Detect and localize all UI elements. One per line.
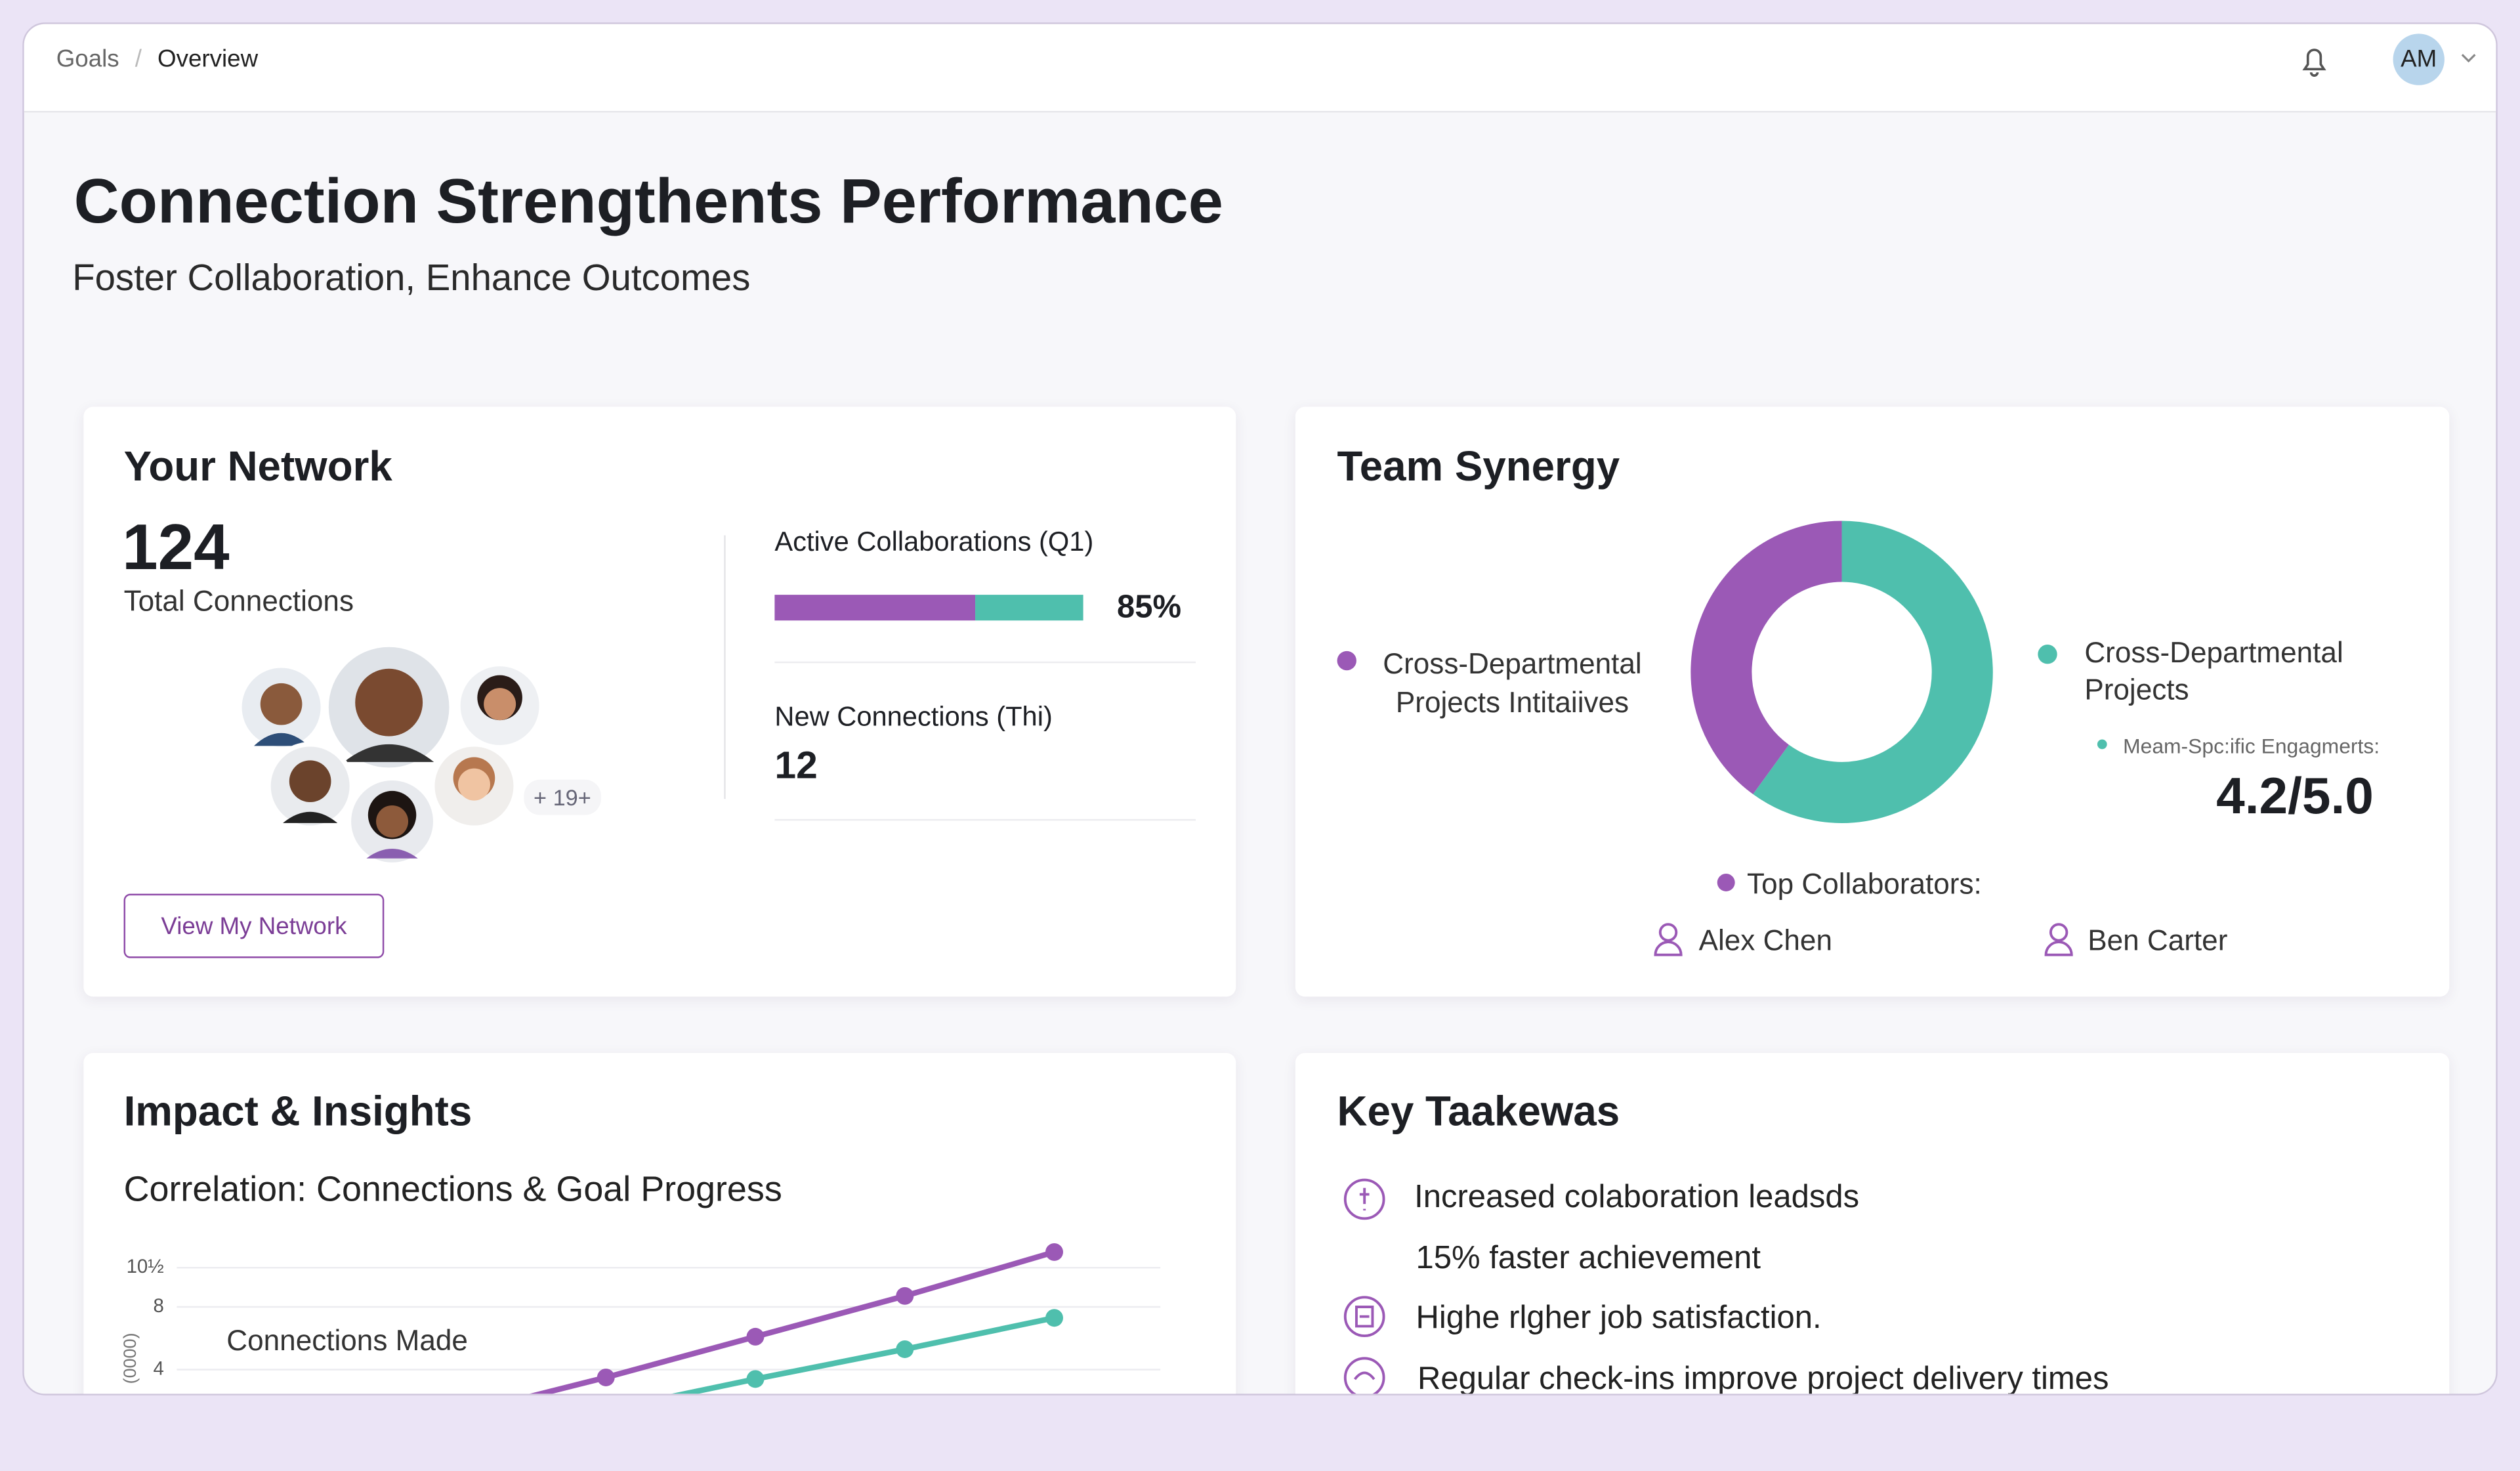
metric-label: Active Collaborations (Q1) <box>774 526 1094 557</box>
rating-label: Meam-Spc:ific Engagmerts: <box>2123 733 2380 758</box>
donut-segment <box>1690 521 1843 794</box>
more-avatars: + 19+ <box>524 779 601 815</box>
data-point <box>597 1401 615 1419</box>
card-title: Your Network <box>123 442 392 490</box>
avatar-group <box>237 642 544 868</box>
page-title: Connection Strengthents Performance <box>74 167 1223 238</box>
donut-segment <box>1753 521 1993 823</box>
user-initials: AM <box>2401 45 2437 74</box>
takeaway-icon <box>1343 1178 1385 1394</box>
legend-marker <box>1337 650 1356 671</box>
view-network-button[interactable]: View My Network <box>123 893 385 958</box>
person-icon <box>1654 923 2073 956</box>
collaborator-name: Alex Chen <box>1698 924 1832 957</box>
legend-label: Cross-Departmental Projects Intitaiives <box>1383 647 1642 719</box>
top-bar <box>24 24 2496 113</box>
user-avatar[interactable] <box>2393 33 2445 85</box>
top-collaborators-label: Top Collaborators: <box>1747 868 1982 901</box>
takeaway-text: Regular check-ins improve project delive… <box>1418 1361 2109 1397</box>
legend-marker <box>2038 645 2057 664</box>
collaborator-name: Ben Carter <box>2088 924 2228 957</box>
takeaway-text: Increased colaboration leadsds <box>1414 1180 1860 1216</box>
chart-title: Correlation: Connections & Goal Progress <box>123 1168 782 1209</box>
takeaway-text: Highe rlgher job satisfaction. <box>1416 1300 1822 1336</box>
data-point <box>448 1406 465 1424</box>
graphics: 4 8 10½ <box>127 521 2107 1419</box>
total-label: Total Connections <box>123 585 354 618</box>
progress-segment <box>975 595 1083 621</box>
takeaway-text: 15% faster achievement <box>1416 1241 1761 1277</box>
page: Goals / Overview AM Connection Strengthe… <box>22 22 2498 1419</box>
rating-value: 4.2/5.0 <box>2216 767 2374 825</box>
total-connections: 124 <box>122 513 230 584</box>
chart-annotation: Connections Made <box>226 1324 468 1357</box>
bullet <box>1717 874 1735 891</box>
legend-label: Cross-Departmental Projects <box>2084 636 2343 706</box>
data-point <box>746 1327 765 1346</box>
data-point <box>597 1369 615 1386</box>
takeaways-card <box>1295 1053 2450 1394</box>
page-subtitle: Foster Collaboration, Enhance Outcomes <box>72 256 751 299</box>
breadcrumb-current: Overview <box>158 45 259 74</box>
y-tick-label: 8 <box>153 1295 163 1317</box>
y-tick-label: 10½ <box>127 1256 164 1277</box>
data-point <box>896 1287 914 1305</box>
y-tick-label: 4 <box>153 1357 163 1379</box>
chevron[interactable] <box>2461 54 2476 63</box>
data-point <box>1045 1309 1064 1327</box>
metric-label: New Connections (Thi) <box>774 701 1053 733</box>
header-icons <box>2302 33 2476 85</box>
progress-segment <box>774 595 976 621</box>
bullet <box>2097 739 2107 750</box>
card-title: Team Synergy <box>1337 442 1620 490</box>
metric-value: 85% <box>1117 589 1182 626</box>
card-title: Impact & Insights <box>123 1086 472 1135</box>
synergy-card <box>1295 406 2450 997</box>
card-title: Key Taakewas <box>1337 1086 1620 1135</box>
breadcrumb-separator: / <box>135 45 142 74</box>
impact-card <box>83 1053 1236 1394</box>
data-point <box>746 1370 765 1388</box>
bell-icon[interactable] <box>2302 49 2326 77</box>
data-point <box>1045 1243 1064 1261</box>
screen: Goals / Overview AM Connection Strengthe… <box>22 22 2498 1419</box>
data-point <box>896 1340 914 1358</box>
content: Goals / Overview AM Connection Strengthe… <box>24 24 2496 1419</box>
breadcrumb-link[interactable]: Goals <box>56 45 119 74</box>
metric-value: 12 <box>774 744 818 788</box>
line-series <box>605 1315 1055 1394</box>
